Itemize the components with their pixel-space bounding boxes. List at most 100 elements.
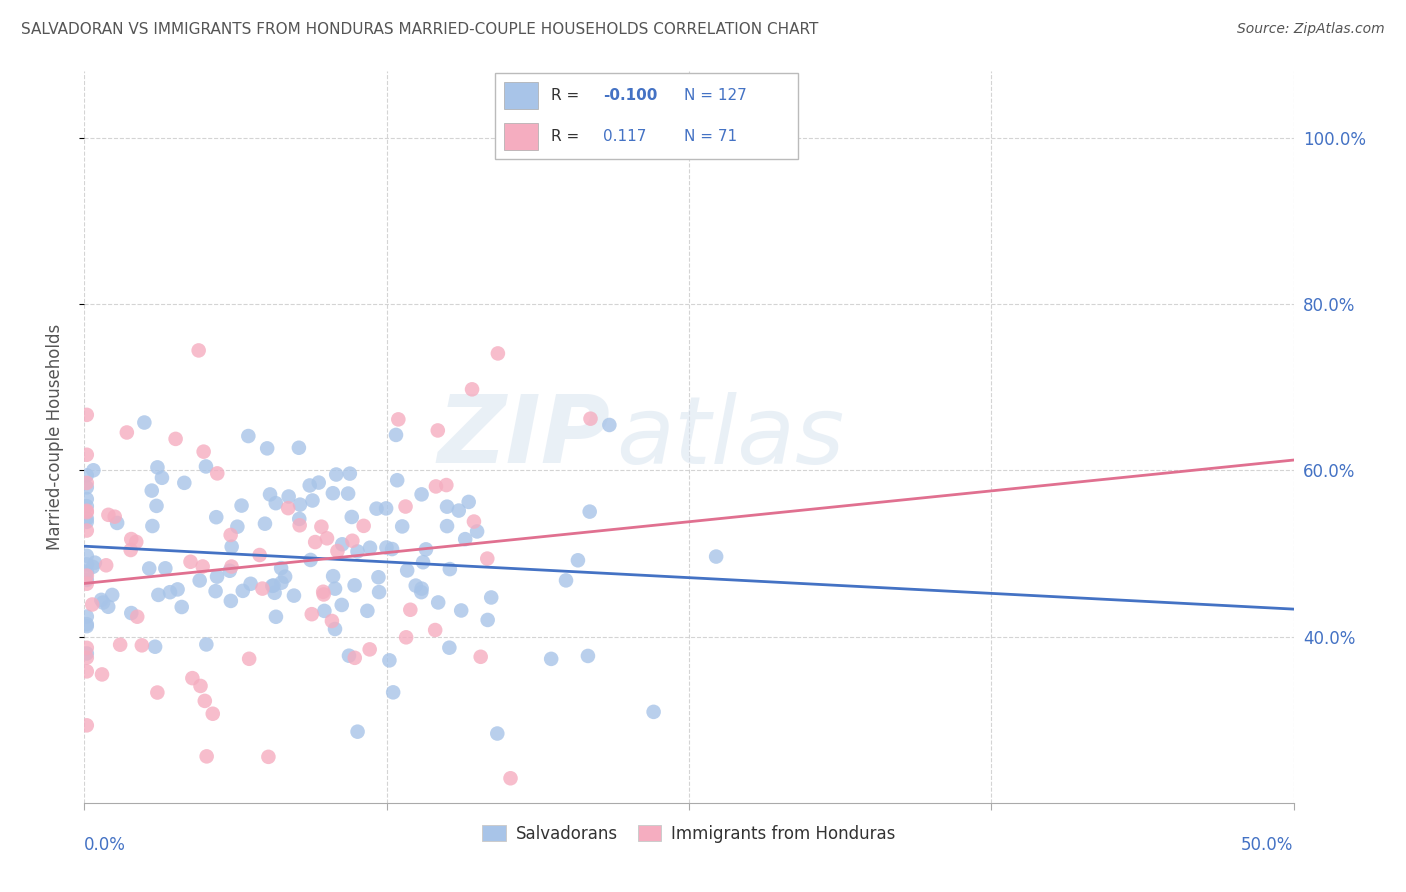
Point bbox=[76, 617, 98, 632]
Point bbox=[381, 542, 404, 557]
Point bbox=[270, 575, 292, 590]
Point bbox=[150, 471, 173, 485]
Point bbox=[555, 574, 578, 588]
Point bbox=[221, 559, 243, 574]
Point bbox=[340, 510, 363, 524]
Point bbox=[337, 648, 360, 663]
Point bbox=[391, 519, 413, 533]
Point bbox=[288, 512, 311, 526]
Point bbox=[288, 498, 311, 512]
Point bbox=[91, 667, 114, 681]
Point bbox=[343, 578, 366, 592]
Point bbox=[105, 516, 128, 530]
Point bbox=[101, 588, 124, 602]
Point bbox=[477, 613, 499, 627]
Point bbox=[385, 473, 408, 487]
Point bbox=[288, 518, 311, 533]
Text: ZIP: ZIP bbox=[437, 391, 610, 483]
Text: 50.0%: 50.0% bbox=[1241, 836, 1294, 854]
Point bbox=[205, 510, 228, 524]
Point bbox=[454, 532, 477, 546]
Point bbox=[145, 499, 167, 513]
Point bbox=[134, 416, 156, 430]
Point bbox=[486, 726, 509, 740]
Point bbox=[477, 551, 499, 566]
Point bbox=[576, 648, 599, 663]
Point bbox=[143, 640, 166, 654]
Point bbox=[270, 561, 292, 575]
Point bbox=[337, 486, 360, 500]
Point bbox=[321, 614, 343, 628]
Point bbox=[382, 685, 405, 699]
Point bbox=[427, 595, 450, 609]
Point bbox=[76, 549, 98, 563]
Point bbox=[301, 607, 323, 622]
Text: R =: R = bbox=[551, 88, 579, 103]
Point bbox=[359, 642, 381, 657]
Point bbox=[346, 724, 368, 739]
Point bbox=[166, 582, 188, 597]
Point bbox=[326, 544, 349, 558]
Point bbox=[91, 595, 114, 609]
Point bbox=[141, 519, 163, 533]
Point bbox=[238, 652, 260, 666]
Point bbox=[181, 671, 204, 685]
Point bbox=[187, 343, 209, 358]
Point bbox=[314, 604, 336, 618]
Point bbox=[204, 584, 226, 599]
Point bbox=[76, 480, 98, 494]
Point bbox=[249, 548, 271, 562]
Point bbox=[232, 583, 254, 598]
Point bbox=[330, 598, 353, 612]
Point bbox=[252, 582, 274, 596]
Point bbox=[120, 532, 142, 546]
Point bbox=[131, 638, 153, 652]
Point bbox=[450, 603, 472, 617]
Point bbox=[188, 574, 211, 588]
Point bbox=[194, 694, 217, 708]
Point bbox=[238, 429, 260, 443]
Point bbox=[578, 505, 600, 519]
Point bbox=[76, 468, 98, 483]
Point bbox=[411, 487, 433, 501]
Point bbox=[312, 587, 335, 601]
Point bbox=[387, 412, 409, 426]
Point bbox=[219, 528, 242, 542]
Point bbox=[405, 579, 427, 593]
Point bbox=[274, 569, 297, 583]
Point bbox=[385, 428, 408, 442]
Point bbox=[179, 555, 201, 569]
Point bbox=[104, 509, 127, 524]
Point bbox=[323, 622, 346, 636]
Point bbox=[366, 501, 388, 516]
Point bbox=[173, 475, 195, 490]
Text: -0.100: -0.100 bbox=[603, 88, 658, 103]
Y-axis label: Married-couple Households: Married-couple Households bbox=[45, 324, 63, 550]
Point bbox=[76, 573, 98, 587]
Point bbox=[76, 515, 98, 529]
Point bbox=[264, 609, 287, 624]
Point bbox=[76, 576, 98, 591]
Text: N = 71: N = 71 bbox=[683, 129, 737, 144]
Point bbox=[339, 467, 361, 481]
Point bbox=[540, 652, 562, 666]
Point bbox=[82, 559, 104, 574]
Point bbox=[76, 408, 98, 422]
Point bbox=[368, 585, 391, 599]
Point bbox=[97, 599, 120, 614]
Point bbox=[218, 564, 240, 578]
Point bbox=[170, 599, 193, 614]
Point bbox=[165, 432, 187, 446]
Point bbox=[253, 516, 276, 531]
Point bbox=[277, 501, 299, 516]
Point bbox=[108, 638, 131, 652]
Point bbox=[125, 535, 148, 549]
Point bbox=[598, 417, 620, 432]
Point bbox=[643, 705, 665, 719]
Point bbox=[231, 499, 253, 513]
Point bbox=[207, 467, 229, 481]
Point bbox=[155, 561, 177, 575]
Point bbox=[146, 685, 169, 699]
Point bbox=[470, 649, 492, 664]
Point bbox=[82, 463, 104, 477]
